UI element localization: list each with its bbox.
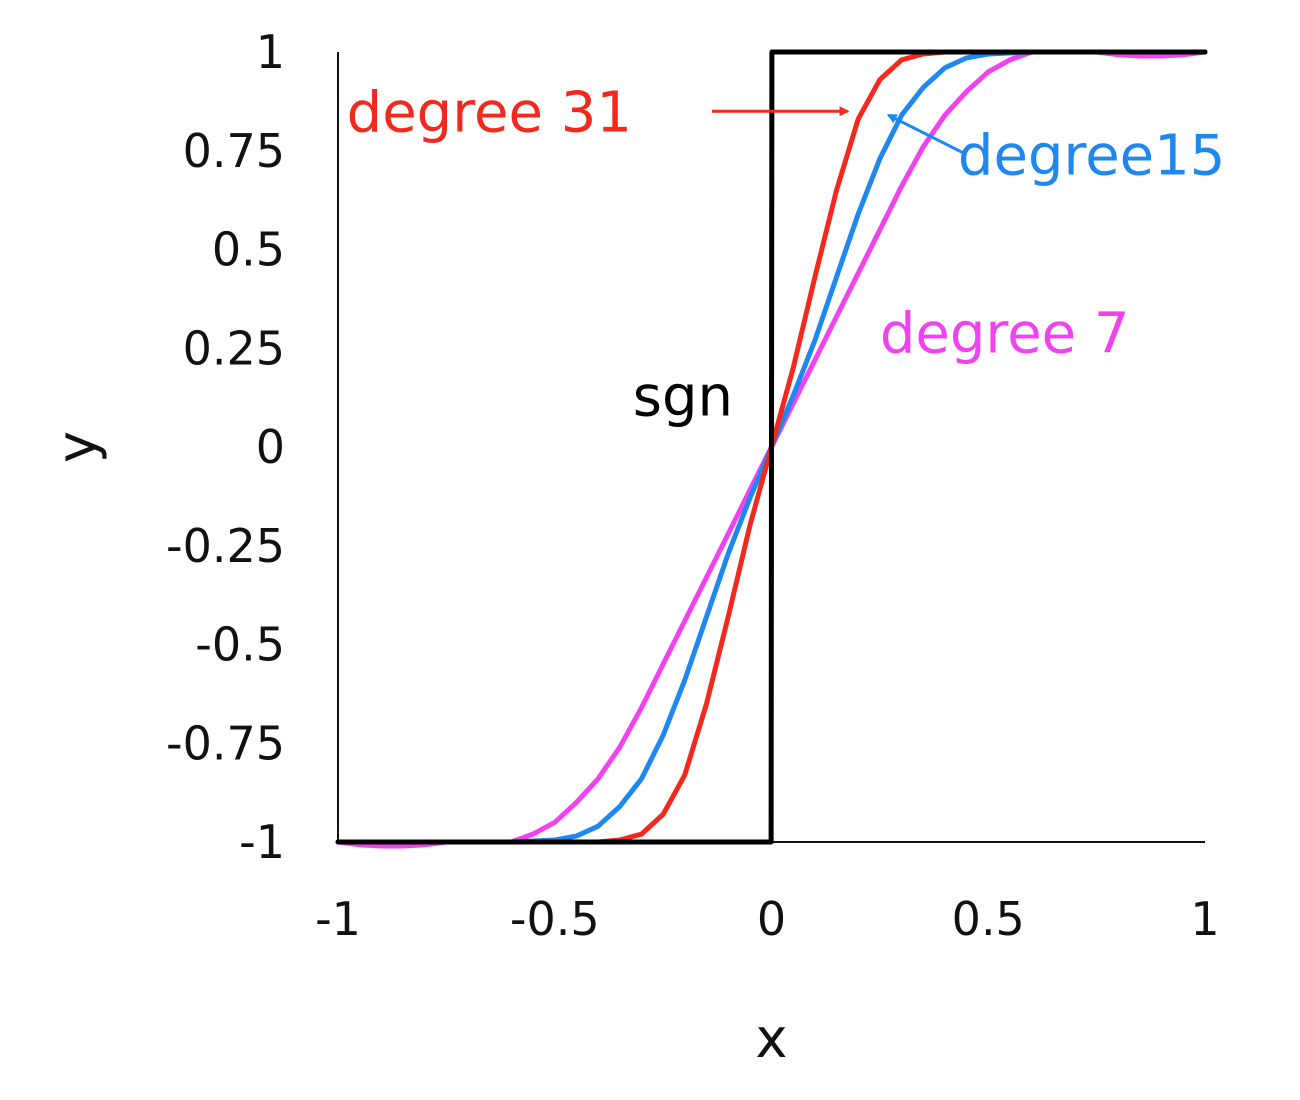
y-tick-label: -0.75 xyxy=(166,716,285,770)
y-tick-label: -1 xyxy=(239,815,285,869)
annotation-degree-7: degree 7 xyxy=(880,301,1130,366)
y-tick-label: 0.25 xyxy=(183,321,285,375)
y-axis-title: y xyxy=(45,431,108,463)
annotation-degree-31: degree 31 xyxy=(347,80,632,145)
y-tick-label: 0.75 xyxy=(183,124,285,178)
y-tick-label: -0.5 xyxy=(195,618,285,672)
y-tick-label: -0.25 xyxy=(166,519,285,573)
x-tick-label: 0 xyxy=(757,892,786,946)
y-tick-label: 1 xyxy=(256,25,285,79)
series-line-sgn xyxy=(335,49,1208,845)
x-tick-label: -1 xyxy=(315,892,361,946)
x-tick-label: 0.5 xyxy=(952,892,1025,946)
x-axis-title: x xyxy=(756,1007,788,1070)
arrow-degree15 xyxy=(886,113,964,155)
x-tick-label: -0.5 xyxy=(510,892,600,946)
annotation-degree15: degree15 xyxy=(958,124,1226,189)
y-tick-label: 0.5 xyxy=(212,223,285,277)
y-tick-label: 0 xyxy=(256,420,285,474)
annotation-sgn: sgn xyxy=(633,365,733,430)
x-tick-label: 1 xyxy=(1190,892,1219,946)
